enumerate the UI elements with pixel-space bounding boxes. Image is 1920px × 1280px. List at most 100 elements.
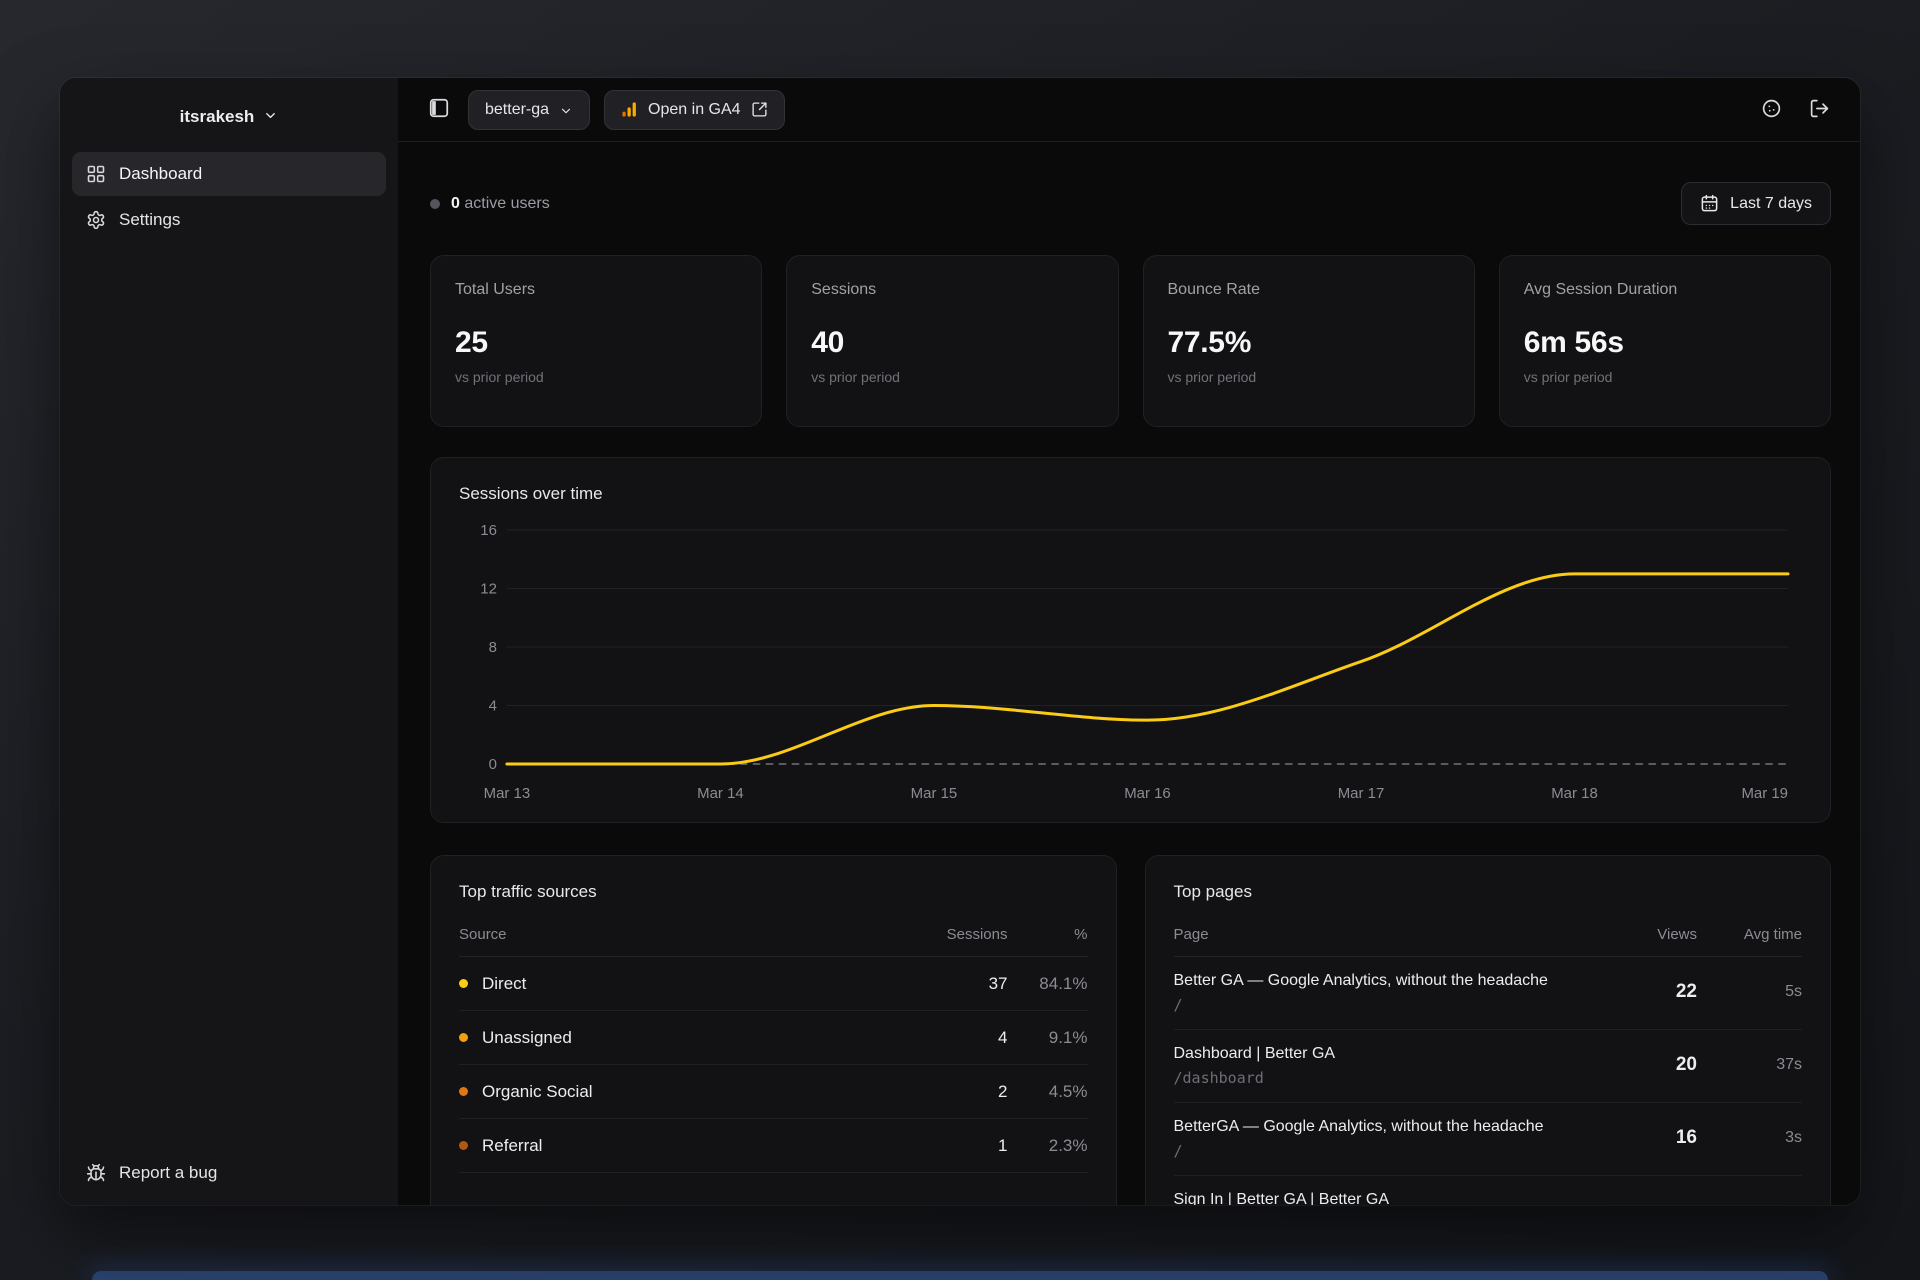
traffic-row-direct[interactable]: Direct 37 84.1% [459,957,1088,1011]
active-users-indicator: 0 active users [430,195,550,213]
svg-text:Mar 19: Mar 19 [1741,785,1788,802]
property-name: better-ga [485,100,550,118]
external-link-icon [751,101,768,118]
page-avg-time: 37s [1776,1056,1802,1073]
stat-cards: Total Users 25 vs prior period Sessions … [430,255,1831,427]
page-views: 22 [1675,981,1697,1002]
workspace-switcher[interactable]: itsrakesh [72,92,386,142]
source-name: Referral [482,1135,543,1155]
stat-label: Bounce Rate [1167,281,1261,298]
svg-text:Mar 18: Mar 18 [1551,785,1598,802]
bug-icon [86,1163,106,1183]
header-avg-time: Avg time [1743,926,1802,943]
source-pct: 9.1% [1048,1027,1088,1047]
pages-table-header: Page Views Avg time [1173,926,1802,957]
gear-icon [86,210,106,230]
top-traffic-sources-card: Top traffic sources Source Sessions % Di… [430,855,1117,1205]
sessions-chart-card: Sessions over time 0 4 8 12 16 Mar 13 Mar 14 Ma… [430,457,1831,823]
traffic-row-organic-social[interactable]: Organic Social 2 4.5% [459,1065,1088,1119]
open-in-ga4-button[interactable]: Open in GA4 [604,89,785,130]
chevron-down-icon [263,106,278,128]
topbar: better-ga Open in GA4 [398,78,1860,142]
stat-card-bounce-rate: Bounce Rate 77.5% vs prior period [1142,255,1475,427]
report-bug-button[interactable]: Report a bug [72,1153,386,1187]
page-views: 16 [1675,1127,1697,1148]
active-users-dot [430,198,440,209]
active-users-label: active users [464,194,550,212]
sessions-chart: 0 4 8 12 16 Mar 13 Mar 14 Mar 15 Mar 16 Mar 17 Mar… [480,522,1790,802]
source-sessions: 2 [998,1081,1008,1101]
traffic-row-referral[interactable]: Referral 1 2.3% [459,1119,1088,1173]
open-in-ga4-label: Open in GA4 [648,100,741,118]
report-bug-label: Report a bug [119,1163,218,1182]
source-sessions: 4 [998,1027,1008,1047]
header-pct: % [1074,926,1088,943]
tables-row: Top traffic sources Source Sessions % Di… [430,855,1831,1205]
page-views: 20 [1675,1054,1697,1075]
theme-toggle-button[interactable] [1761,98,1782,122]
svg-text:12: 12 [480,580,497,597]
source-pct: 84.1% [1039,973,1088,993]
svg-text:8: 8 [489,639,497,656]
source-name: Direct [482,973,527,993]
svg-text:Mar 17: Mar 17 [1338,785,1385,802]
stat-label: Total Users [455,281,536,298]
bottom-window-glow [92,1271,1828,1280]
sidebar-item-label: Settings [119,210,181,229]
stat-sub: vs prior period [1523,369,1613,385]
svg-text:0: 0 [489,756,497,773]
svg-text:Mar 14: Mar 14 [697,785,744,802]
stat-card-total-users: Total Users 25 vs prior period [430,255,763,427]
svg-text:Mar 13: Mar 13 [484,785,531,802]
chevron-down-icon [559,104,573,118]
sidebar: itsrakesh Dashboard Settings [60,78,398,1205]
panel-left-icon [428,97,450,122]
source-color-dot [459,979,468,988]
page-path: / [1173,996,1183,1014]
stat-label: Sessions [811,281,877,298]
stat-card-avg-session-duration: Avg Session Duration 6m 56s vs prior per… [1498,255,1831,427]
svg-text:16: 16 [480,522,497,539]
property-selector[interactable]: better-ga [468,89,591,130]
grid-icon [86,164,106,184]
page-title: Dashboard | Better GA [1173,1045,1336,1062]
stat-value: 25 [455,326,488,359]
ga4-logo-icon [621,101,638,118]
svg-text:Mar 16: Mar 16 [1124,785,1171,802]
page-path: /dashboard [1173,1069,1264,1087]
source-color-dot [459,1141,468,1150]
page-row[interactable]: Dashboard | Better GA /dashboard 20 37s [1173,1030,1802,1103]
page-row[interactable]: Better GA — Google Analytics, without th… [1173,957,1802,1030]
sidebar-toggle-button[interactable] [428,97,450,122]
sidebar-item-settings[interactable]: Settings [72,198,386,242]
logout-button[interactable] [1809,98,1830,122]
page-title: Sign In | Better GA | Better GA [1173,1191,1390,1205]
page-title: BetterGA — Google Analytics, without the… [1173,1118,1544,1135]
source-sessions: 1 [998,1135,1008,1155]
stat-sub: vs prior period [1167,369,1257,385]
main-area: better-ga Open in GA4 [398,78,1860,1205]
date-range-button[interactable]: Last 7 days [1681,182,1831,225]
page-row[interactable]: BetterGA — Google Analytics, without the… [1173,1103,1802,1176]
header-sessions: Sessions [946,926,1008,943]
date-range-label: Last 7 days [1730,194,1812,212]
source-sessions: 37 [988,973,1008,993]
stat-value: 40 [811,326,845,359]
pages-card-title: Top pages [1173,882,1252,901]
page-path: / [1173,1142,1183,1160]
traffic-row-unassigned[interactable]: Unassigned 4 9.1% [459,1011,1088,1065]
source-color-dot [459,1033,468,1042]
app-window: itsrakesh Dashboard Settings [59,77,1861,1206]
header-page: Page [1173,926,1209,943]
top-pages-card: Top pages Page Views Avg time Better GA … [1144,855,1831,1205]
stat-label: Avg Session Duration [1523,281,1678,298]
sidebar-item-dashboard[interactable]: Dashboard [72,152,386,196]
header-views: Views [1657,926,1697,943]
page-row[interactable]: Sign In | Better GA | Better GA [1174,1176,1803,1205]
chart-title: Sessions over time [459,484,603,503]
dashboard-content: 0 active users Last 7 days Total Users 2… [398,142,1860,1205]
page-title: Better GA — Google Analytics, without th… [1173,972,1548,989]
stat-card-sessions: Sessions 40 vs prior period [786,255,1119,427]
stat-sub: vs prior period [811,369,900,385]
svg-text:Mar 15: Mar 15 [911,785,958,802]
